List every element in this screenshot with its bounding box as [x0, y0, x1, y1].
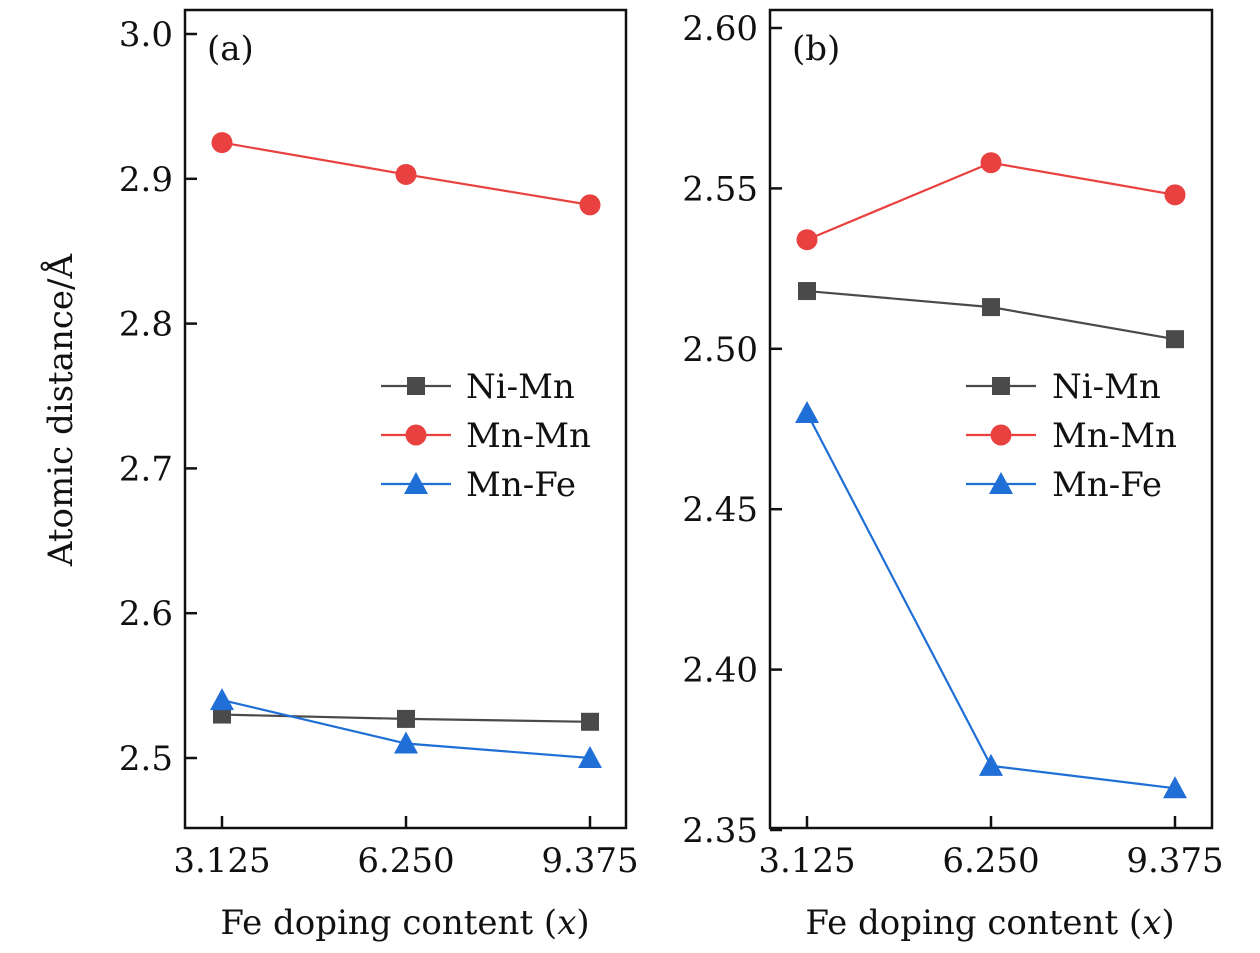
- legend-label: Ni-Mn: [466, 367, 575, 407]
- x-tick-label: 6.250: [942, 841, 1039, 881]
- series-group: [210, 132, 602, 768]
- x-axis: 3.125 6.250 9.375: [173, 816, 639, 881]
- legend-item: Mn-Mn: [966, 416, 1177, 456]
- y-tick-label: 2.40: [682, 651, 758, 691]
- legend-marker: [992, 377, 1010, 395]
- y-tick-label: 2.8: [119, 305, 173, 345]
- x-axis-title: Fe doping content (x): [805, 903, 1174, 943]
- legend: Ni-Mn Mn-Mn Mn-Fe: [966, 367, 1177, 505]
- legend-label: Mn-Mn: [1052, 416, 1177, 456]
- data-point: [210, 688, 234, 711]
- legend-item: Mn-Fe: [966, 465, 1162, 505]
- legend-item: Ni-Mn: [381, 367, 575, 407]
- y-tick-label: 2.60: [682, 9, 758, 49]
- data-point: [579, 194, 601, 216]
- legend-label: Ni-Mn: [1052, 367, 1161, 407]
- x-tick-label: 6.250: [357, 841, 454, 881]
- y-tick-label: 2.7: [119, 449, 173, 489]
- y-axis-title: Atomic distance/Å: [40, 253, 81, 567]
- legend-label: Mn-Fe: [1052, 465, 1162, 505]
- legend-item: Mn-Fe: [381, 465, 576, 505]
- series-ni-mn: [213, 705, 599, 731]
- y-tick-label: 2.50: [682, 330, 758, 370]
- x-axis: 3.125 6.250 9.375: [758, 816, 1224, 881]
- data-point: [397, 709, 415, 728]
- panel-label: (b): [792, 29, 840, 69]
- y-tick-label: 2.9: [119, 160, 173, 200]
- data-point: [980, 152, 1002, 174]
- data-point: [796, 229, 818, 251]
- panel-label: (a): [207, 29, 254, 69]
- data-point: [581, 712, 599, 731]
- legend-label: Mn-Mn: [466, 416, 591, 456]
- x-tick-label: 3.125: [173, 841, 270, 881]
- y-tick-label: 2.35: [682, 811, 758, 851]
- y-tick-label: 2.45: [682, 490, 758, 530]
- y-tick-label: 2.6: [119, 594, 173, 634]
- data-point: [979, 753, 1003, 776]
- data-point: [394, 731, 418, 754]
- data-point: [798, 282, 816, 301]
- x-tick-label: 9.375: [541, 841, 638, 881]
- data-point: [578, 746, 602, 768]
- data-point: [1163, 776, 1187, 799]
- data-point: [982, 298, 1000, 317]
- data-point: [795, 400, 819, 423]
- chart-panel-b: (b) 2.35 2.40 2.45 2.50 2.55 2.60 3.125 6.250 9…: [682, 8, 1224, 943]
- data-point: [1164, 184, 1186, 206]
- data-point: [1166, 330, 1184, 349]
- x-tick-label: 3.125: [758, 841, 855, 881]
- legend-marker: [404, 472, 428, 494]
- series-mn-fe: [795, 400, 1187, 799]
- legend-marker: [989, 472, 1013, 494]
- data-point: [211, 132, 233, 154]
- data-point: [395, 163, 417, 185]
- legend-item: Mn-Mn: [381, 416, 591, 456]
- series-mn-mn: [796, 152, 1186, 251]
- legend-item: Ni-Mn: [966, 367, 1161, 407]
- legend-marker: [990, 424, 1012, 446]
- series-line: [806, 161, 1176, 241]
- y-tick-label: 2.5: [119, 739, 173, 779]
- x-tick-label: 9.375: [1126, 841, 1223, 881]
- x-axis-title: Fe doping content (x): [220, 903, 589, 943]
- y-tick-label: 3.0: [119, 15, 173, 55]
- series-mn-mn: [211, 132, 601, 216]
- chart-panel-a: (a) 2.5 2.6 2.7 2.8 2.9 3.0 3.125 6.250 9.375 N…: [119, 8, 639, 943]
- legend-label: Mn-Fe: [466, 465, 576, 505]
- series-ni-mn: [798, 282, 1184, 349]
- y-tick-label: 2.55: [682, 169, 758, 209]
- legend: Ni-Mn Mn-Mn Mn-Fe: [381, 367, 591, 505]
- y-axis: 2.35 2.40 2.45 2.50 2.55 2.60: [682, 9, 782, 851]
- legend-marker: [407, 377, 425, 395]
- y-axis: 2.5 2.6 2.7 2.8 2.9 3.0: [119, 15, 197, 779]
- legend-marker: [405, 424, 427, 446]
- series-group: [795, 152, 1187, 799]
- series-mn-fe: [210, 688, 602, 768]
